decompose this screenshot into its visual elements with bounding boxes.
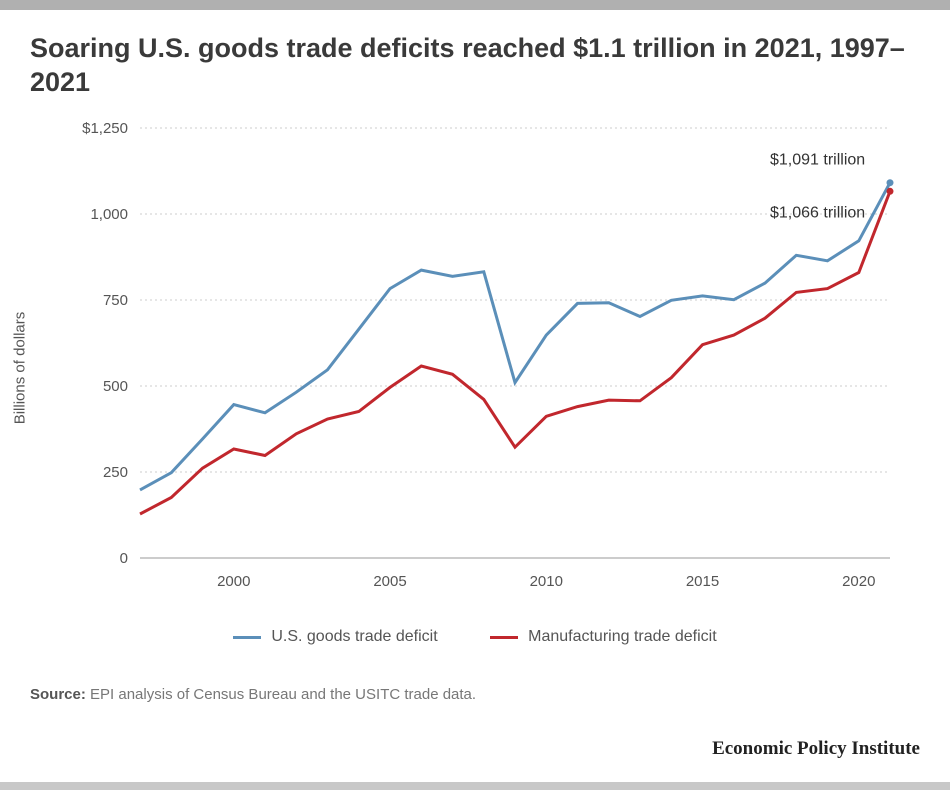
- bottom-accent-bar: [0, 782, 950, 790]
- chart-area: Billions of dollars 02505007501,000$1,25…: [30, 118, 910, 618]
- legend-swatch: [233, 636, 261, 639]
- source-line: Source: EPI analysis of Census Bureau an…: [30, 686, 920, 703]
- svg-text:2010: 2010: [530, 573, 563, 590]
- line-chart: 0 250 500 750 1,000 $1,250 2000 2005 2010 2015 202…: [30, 118, 910, 618]
- svg-text:2015: 2015: [686, 573, 719, 590]
- svg-text:2020: 2020: [842, 573, 875, 590]
- svg-text:2005: 2005: [373, 573, 406, 590]
- source-text: EPI analysis of Census Bureau and the US…: [86, 686, 476, 703]
- legend-label: U.S. goods trade deficit: [271, 628, 437, 646]
- svg-text:250: 250: [103, 464, 128, 481]
- content: Soaring U.S. goods trade deficits reache…: [0, 10, 950, 713]
- attribution: Economic Policy Institute: [712, 738, 920, 760]
- svg-text:500: 500: [103, 378, 128, 395]
- legend-label: Manufacturing trade deficit: [528, 628, 717, 646]
- y-axis-label: Billions of dollars: [12, 311, 29, 424]
- svg-text:1,000: 1,000: [90, 206, 128, 223]
- legend-item: Manufacturing trade deficit: [490, 628, 717, 646]
- chart-title: Soaring U.S. goods trade deficits reache…: [30, 32, 920, 100]
- legend-swatch: [490, 636, 518, 639]
- svg-text:$1,066 trillion: $1,066 trillion: [770, 204, 865, 221]
- legend-item: U.S. goods trade deficit: [233, 628, 437, 646]
- figure-card: Soaring U.S. goods trade deficits reache…: [0, 0, 950, 790]
- svg-text:750: 750: [103, 292, 128, 309]
- top-accent-bar: [0, 0, 950, 10]
- svg-text:$1,091 trillion: $1,091 trillion: [770, 151, 865, 168]
- svg-text:$1,250: $1,250: [82, 120, 128, 137]
- svg-text:2000: 2000: [217, 573, 250, 590]
- source-label: Source:: [30, 686, 86, 703]
- legend: U.S. goods trade deficit Manufacturing t…: [30, 626, 920, 647]
- svg-text:0: 0: [120, 550, 128, 567]
